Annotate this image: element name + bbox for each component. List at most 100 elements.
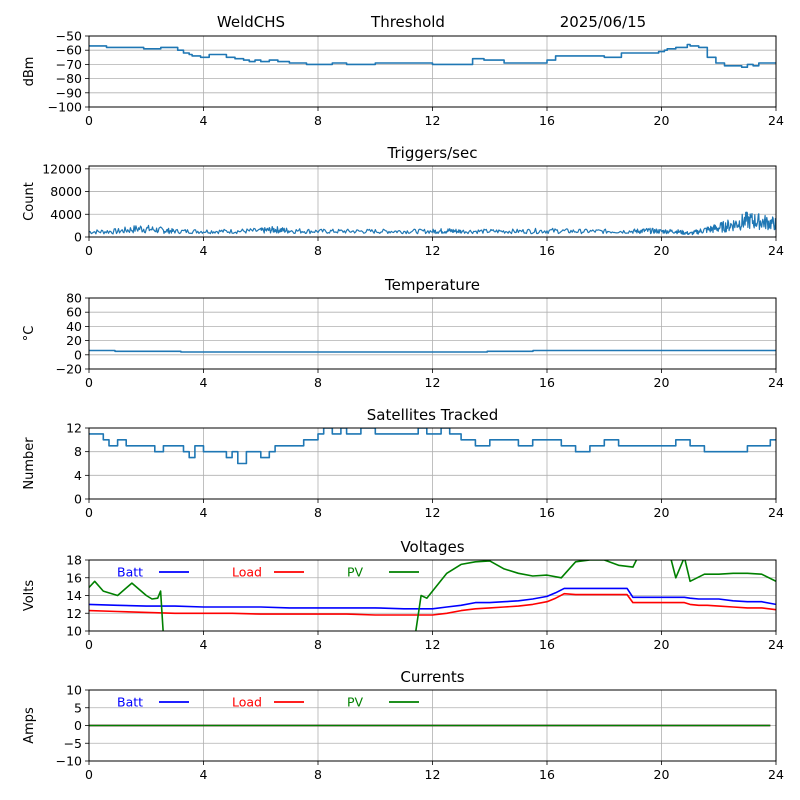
x-tick-label: 16 (539, 637, 555, 652)
chart-1: 0 4 8 12 16 20 24 0 4000 8000 12000 Triggers/sec Cou… (22, 144, 784, 258)
x-tick-label: 4 (200, 767, 208, 782)
legend-label-Batt: Batt (117, 565, 143, 580)
y-axis-label: °C (22, 326, 37, 342)
chart-5: 0 4 8 12 16 20 24 −10 −5 0 5 10 Currents Amps Batt Load… (22, 668, 784, 782)
x-tick-label: 20 (654, 243, 670, 258)
x-tick-label: 12 (425, 113, 441, 128)
x-tick-label: 16 (539, 375, 555, 390)
y-tick-label: 8000 (50, 184, 82, 199)
series-line-PV (89, 560, 776, 631)
x-tick-label: 12 (425, 243, 441, 258)
plot-area (89, 560, 776, 631)
chart-title: Triggers/sec (387, 144, 478, 162)
legend-label-Load: Load (232, 695, 262, 710)
x-tick-label: 20 (654, 375, 670, 390)
x-tick-label: 8 (314, 637, 322, 652)
x-tick-label: 0 (85, 637, 93, 652)
y-tick-label: 10 (66, 624, 82, 639)
x-tick-label: 4 (200, 113, 208, 128)
legend: Batt Load PV (117, 695, 419, 710)
y-tick-label: 16 (66, 570, 82, 585)
legend-label-PV: PV (347, 695, 364, 710)
x-tick-label: 12 (425, 375, 441, 390)
x-tick-label: 12 (425, 505, 441, 520)
y-axis-label: Volts (22, 580, 37, 612)
x-tick-label: 4 (200, 243, 208, 258)
y-tick-label: 0 (74, 230, 82, 245)
y-tick-label: 5 (74, 700, 82, 715)
x-tick-label: 0 (85, 113, 93, 128)
x-tick-label: 8 (314, 243, 322, 258)
y-axis-label: dBm (22, 57, 37, 87)
header-center: Threshold (370, 13, 445, 31)
series-line-0 (89, 211, 776, 236)
header-right: 2025/06/15 (560, 13, 646, 31)
y-tick-label: 0 (74, 492, 82, 507)
x-tick-label: 0 (85, 767, 93, 782)
x-tick-label: 24 (768, 637, 784, 652)
y-tick-label: 20 (66, 333, 82, 348)
x-tick-label: 20 (654, 113, 670, 128)
y-axis-label: Amps (22, 707, 37, 744)
x-tick-label: 16 (539, 243, 555, 258)
x-tick-label: 20 (654, 637, 670, 652)
legend: Batt Load PV (117, 565, 419, 580)
y-tick-label: 40 (66, 319, 82, 334)
y-tick-label: 60 (66, 305, 82, 320)
y-tick-label: 14 (66, 588, 82, 603)
y-tick-label: −50 (56, 29, 82, 44)
y-tick-label: 0 (74, 347, 82, 362)
y-tick-label: −5 (64, 736, 82, 751)
chart-0: 0 4 8 12 16 20 24 −100−90−80−70−60−50 dBm (22, 29, 784, 129)
legend-label-Batt: Batt (117, 695, 143, 710)
chart-title: Satellites Tracked (367, 406, 498, 424)
series-line-Load (89, 592, 776, 616)
y-tick-label: −90 (56, 85, 82, 100)
y-tick-label: 10 (66, 683, 82, 698)
y-tick-label: 12 (66, 606, 82, 621)
y-tick-label: 12 (66, 421, 82, 436)
y-axis-label: Count (22, 182, 37, 221)
series-line-0 (89, 428, 776, 465)
y-tick-label: 4 (74, 468, 82, 483)
plot-area (89, 211, 776, 236)
header-left: WeldCHS (217, 13, 285, 31)
legend-label-PV: PV (347, 565, 364, 580)
x-tick-label: 16 (539, 767, 555, 782)
y-tick-label: −100 (48, 100, 82, 115)
y-tick-label: −60 (56, 43, 82, 58)
x-tick-label: 24 (768, 375, 784, 390)
x-tick-label: 8 (314, 767, 322, 782)
y-tick-label: 12000 (42, 161, 82, 176)
x-tick-label: 0 (85, 505, 93, 520)
x-tick-label: 12 (425, 767, 441, 782)
y-axis-label: Number (22, 437, 37, 490)
y-tick-label: 18 (66, 553, 82, 568)
x-tick-label: 24 (768, 505, 784, 520)
x-tick-label: 12 (425, 637, 441, 652)
y-tick-label: 8 (74, 444, 82, 459)
x-tick-label: 8 (314, 113, 322, 128)
chart-4: 0 4 8 12 16 20 24 10 12 14 16 18 Voltages Volts Batt Lo… (22, 538, 784, 652)
y-tick-label: 0 (74, 718, 82, 733)
y-tick-label: −10 (56, 754, 82, 769)
x-tick-label: 8 (314, 505, 322, 520)
series-line-0 (89, 43, 776, 68)
legend-label-Load: Load (232, 565, 262, 580)
x-tick-label: 0 (85, 375, 93, 390)
x-tick-label: 4 (200, 505, 208, 520)
x-tick-label: 4 (200, 375, 208, 390)
header: WeldCHS Threshold 2025/06/15 (217, 13, 646, 31)
x-tick-label: 20 (654, 767, 670, 782)
x-tick-label: 24 (768, 243, 784, 258)
plot-area (89, 43, 776, 68)
chart-title: Currents (400, 668, 464, 686)
plot-area (89, 428, 776, 465)
x-tick-label: 16 (539, 113, 555, 128)
chart-title: Voltages (400, 538, 464, 556)
y-tick-label: −70 (56, 57, 82, 72)
x-tick-label: 24 (768, 767, 784, 782)
x-tick-label: 4 (200, 637, 208, 652)
